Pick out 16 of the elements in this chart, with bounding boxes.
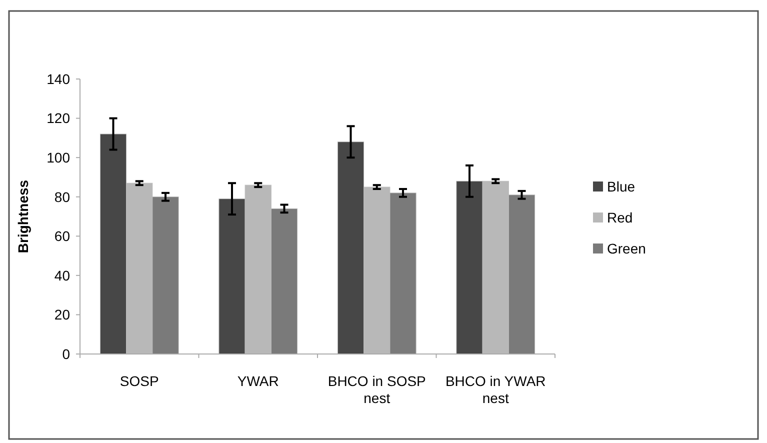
y-tick-label: 40 xyxy=(54,267,70,284)
y-tick-label: 100 xyxy=(46,149,70,166)
legend-label: Green xyxy=(607,240,646,256)
y-axis-title: Brightness xyxy=(15,180,31,254)
y-tick-label: 120 xyxy=(46,110,70,126)
y-tick-label: 80 xyxy=(54,188,70,205)
y-tick-label: 60 xyxy=(54,228,70,244)
legend-label: Blue xyxy=(607,178,636,194)
legend-label: Red xyxy=(607,209,633,226)
y-tick-label: 0 xyxy=(62,346,70,362)
y-tick-label: 140 xyxy=(46,70,70,87)
x-tick-label: YWAR xyxy=(237,373,279,389)
y-tick-label: 20 xyxy=(54,306,70,323)
x-tick-label: BHCO in YWAR nest xyxy=(445,373,546,406)
x-tick-label: BHCO in SOSP nest xyxy=(328,373,426,406)
x-tick-label: SOSP xyxy=(120,373,159,389)
